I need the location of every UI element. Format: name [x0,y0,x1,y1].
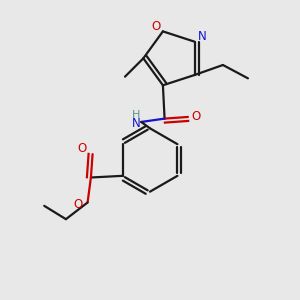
Text: O: O [74,198,83,211]
Text: O: O [192,110,201,123]
Text: O: O [77,142,86,155]
Text: H: H [132,110,140,120]
Text: N: N [132,117,141,130]
Text: O: O [151,20,160,33]
Text: N: N [197,30,206,43]
